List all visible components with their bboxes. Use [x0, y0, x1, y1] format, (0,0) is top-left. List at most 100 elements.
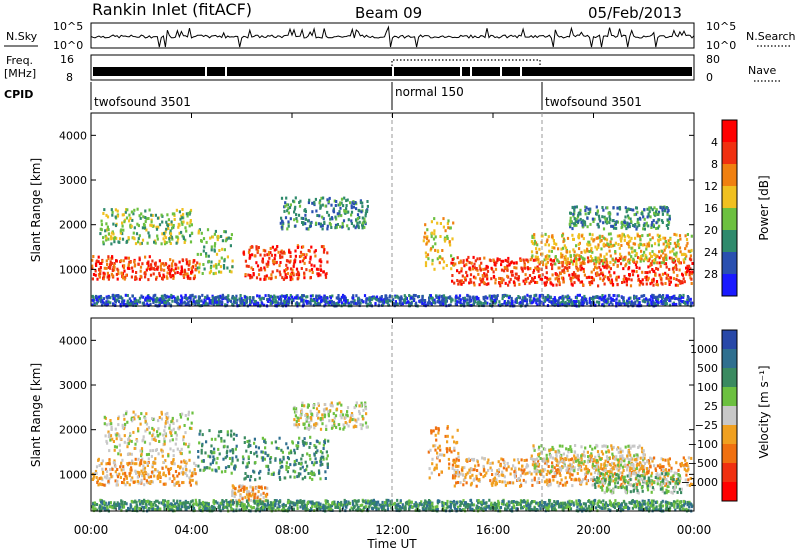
data-cell — [160, 242, 163, 246]
data-cell — [180, 220, 183, 224]
data-cell — [557, 279, 560, 283]
data-cell — [667, 239, 670, 243]
data-cell — [235, 433, 238, 437]
data-cell — [286, 266, 289, 270]
data-cell — [327, 199, 330, 203]
data-cell — [265, 274, 268, 278]
cpid-segment-2: normal 150 — [395, 85, 464, 99]
data-cell — [597, 301, 601, 305]
data-cell — [169, 229, 172, 233]
data-cell — [663, 476, 666, 480]
data-cell — [235, 455, 238, 459]
data-cell — [249, 485, 252, 489]
data-cell — [163, 442, 166, 446]
data-cell — [528, 274, 532, 277]
data-cell — [296, 416, 299, 420]
data-cell — [385, 298, 388, 302]
data-cell — [490, 299, 493, 303]
data-cell — [116, 298, 119, 302]
data-cell — [558, 296, 561, 300]
noise-panel: N.Sky 10^5 10^0 10^5 10^0 N.Search — [4, 20, 796, 52]
data-cell — [466, 274, 469, 278]
data-cell — [562, 246, 565, 250]
data-cell — [334, 204, 337, 207]
data-cell — [451, 467, 454, 470]
data-cell — [247, 497, 250, 501]
data-cell — [190, 266, 193, 270]
data-cell — [412, 299, 416, 303]
data-cell — [205, 252, 208, 256]
data-cell — [189, 297, 192, 301]
data-cell — [626, 234, 629, 238]
data-cell — [609, 273, 612, 277]
data-cell — [560, 276, 564, 280]
data-cell — [113, 297, 117, 301]
data-cell — [307, 227, 310, 231]
data-cell — [361, 216, 364, 220]
data-cell — [558, 302, 561, 306]
data-cell — [602, 277, 605, 281]
data-cell — [273, 257, 276, 261]
data-cell — [286, 227, 289, 231]
data-cell — [541, 457, 544, 461]
data-cell — [133, 462, 136, 466]
data-cell — [157, 427, 160, 431]
data-cell — [92, 273, 96, 276]
data-cell — [346, 198, 349, 202]
data-cell — [339, 201, 342, 205]
data-cell — [246, 440, 249, 443]
data-cell — [532, 268, 536, 272]
data-cell — [123, 220, 126, 224]
data-cell — [578, 247, 581, 251]
data-cell — [594, 265, 597, 269]
data-cell — [430, 220, 433, 224]
data-cell — [640, 294, 643, 298]
data-cell — [442, 217, 445, 221]
data-cell — [100, 303, 104, 307]
data-cell — [434, 301, 437, 305]
data-cell — [636, 220, 639, 224]
data-cell — [623, 302, 626, 306]
data-cell — [297, 296, 300, 300]
data-cell — [538, 294, 541, 298]
data-cell — [315, 450, 318, 454]
data-cell — [664, 246, 667, 250]
data-cell — [577, 242, 580, 246]
data-cell — [334, 215, 337, 219]
data-cell — [321, 451, 324, 455]
data-cell — [261, 302, 264, 306]
data-cell — [127, 442, 130, 446]
data-cell — [290, 275, 293, 279]
data-cell — [249, 444, 252, 448]
data-cell — [207, 454, 210, 458]
data-cell — [164, 434, 168, 438]
data-cell — [272, 473, 275, 476]
data-cell — [247, 457, 250, 461]
data-cell — [210, 437, 213, 441]
data-cell — [190, 268, 193, 272]
data-cell — [433, 267, 436, 271]
data-cell — [203, 245, 206, 249]
data-cell — [656, 283, 659, 287]
data-cell — [159, 432, 162, 436]
data-cell — [673, 241, 676, 245]
data-cell — [223, 444, 226, 448]
data-cell — [107, 300, 110, 304]
data-cell — [180, 460, 183, 464]
data-cell — [154, 439, 157, 442]
data-cell — [289, 272, 293, 276]
data-cell — [442, 225, 445, 229]
data-cell — [135, 471, 138, 475]
data-cell — [217, 466, 220, 470]
data-cell — [184, 294, 187, 298]
data-cell — [208, 297, 211, 301]
data-cell — [375, 295, 379, 299]
data-cell — [504, 293, 507, 297]
data-cell — [303, 276, 306, 280]
data-cell — [624, 206, 627, 210]
data-cell — [338, 401, 341, 405]
data-cell — [490, 294, 493, 298]
data-cell — [139, 274, 142, 278]
data-cell — [328, 419, 331, 423]
data-cell — [193, 461, 196, 465]
